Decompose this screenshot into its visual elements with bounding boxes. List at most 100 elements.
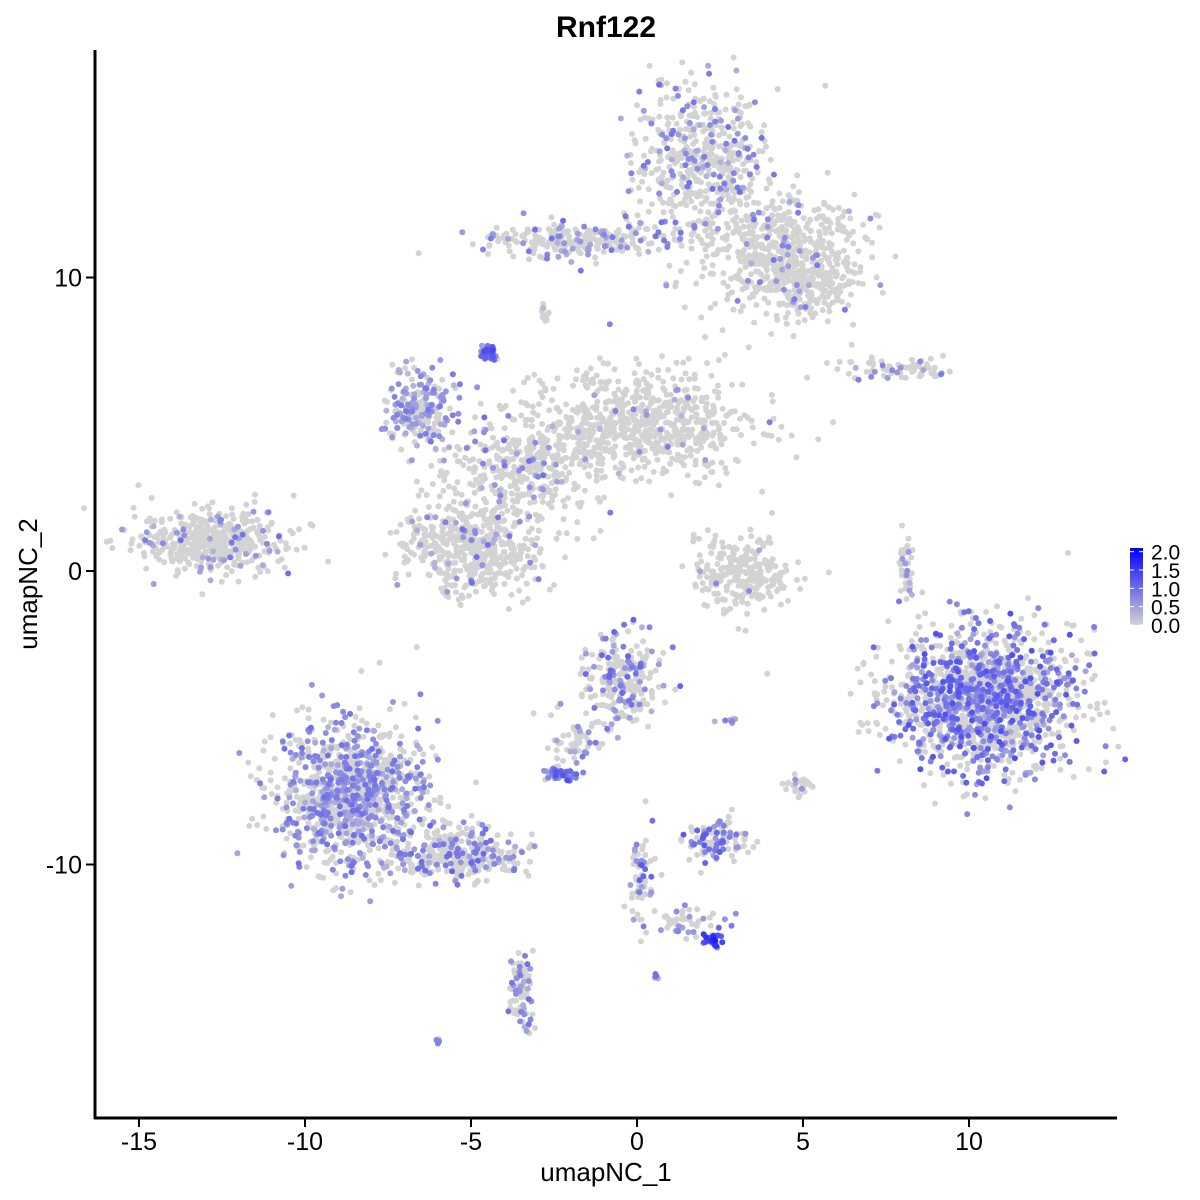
data-point	[281, 775, 288, 782]
data-point	[1110, 725, 1117, 732]
data-point	[594, 388, 601, 395]
data-point	[906, 694, 913, 701]
data-point	[657, 195, 664, 202]
data-point	[874, 721, 881, 727]
data-point	[741, 568, 748, 575]
data-point	[627, 446, 634, 453]
data-point	[548, 214, 555, 221]
data-point	[1059, 742, 1066, 749]
data-point	[637, 422, 644, 429]
data-point	[461, 557, 468, 564]
data-point	[709, 420, 716, 427]
data-point	[751, 319, 758, 326]
data-point	[667, 196, 674, 203]
data-point	[454, 458, 461, 465]
data-point	[151, 534, 158, 540]
data-point	[803, 224, 810, 231]
data-point	[658, 76, 665, 83]
data-point	[199, 591, 206, 598]
data-point	[756, 536, 763, 543]
data-point	[570, 450, 577, 457]
data-point	[401, 553, 408, 560]
data-point	[721, 596, 728, 603]
data-point	[450, 506, 457, 513]
data-point	[815, 436, 822, 443]
data-point	[81, 505, 87, 512]
data-point	[103, 538, 110, 545]
data-point	[235, 578, 242, 585]
data-point	[710, 443, 717, 450]
data-point	[1045, 639, 1052, 646]
data-point	[712, 532, 719, 539]
data-point	[701, 110, 707, 117]
data-point	[720, 606, 727, 613]
data-point	[598, 467, 605, 474]
data-point	[696, 480, 703, 487]
data-point	[199, 505, 206, 512]
data-point	[994, 603, 1000, 610]
data-point	[729, 157, 736, 164]
data-point	[692, 138, 699, 145]
data-point	[633, 244, 640, 251]
data-point	[718, 459, 725, 466]
data-point	[561, 503, 568, 510]
data-point	[712, 300, 719, 307]
data-point	[501, 581, 508, 587]
data-point	[409, 356, 415, 363]
data-point	[710, 228, 717, 235]
data-point	[460, 462, 467, 468]
data-point	[618, 423, 625, 430]
data-point	[844, 260, 851, 266]
data-point	[296, 526, 302, 533]
data-point	[711, 537, 718, 544]
data-point	[919, 589, 926, 596]
data-point	[821, 299, 828, 306]
data-point	[154, 551, 161, 558]
data-point	[932, 800, 938, 807]
data-point	[873, 274, 880, 281]
data-point	[683, 386, 690, 393]
data-point	[605, 378, 612, 385]
data-point	[885, 618, 892, 625]
data-point	[696, 552, 703, 559]
data-point	[195, 539, 202, 546]
data-point	[462, 562, 469, 569]
data-point	[512, 231, 519, 237]
data-point	[735, 249, 741, 255]
data-point	[777, 216, 784, 223]
data-point	[628, 130, 635, 137]
data-point	[1038, 765, 1045, 772]
data-point	[761, 122, 768, 129]
data-point	[698, 314, 705, 321]
data-point	[682, 454, 688, 460]
data-point	[665, 434, 672, 441]
data-point	[173, 551, 180, 558]
data-point	[693, 413, 700, 420]
data-point	[287, 765, 294, 772]
data-point	[779, 198, 786, 205]
data-point	[486, 515, 493, 522]
data-point	[730, 119, 737, 126]
data-point	[593, 472, 600, 479]
data-point	[674, 438, 680, 445]
data-point	[228, 505, 235, 512]
data-point	[465, 592, 472, 599]
data-point	[600, 248, 607, 255]
data-point	[857, 719, 864, 726]
data-point	[857, 679, 864, 686]
data-point	[356, 705, 363, 712]
data-point	[469, 241, 476, 248]
data-point	[848, 291, 854, 298]
data-point	[528, 416, 535, 423]
data-point	[752, 244, 759, 251]
data-point	[393, 570, 399, 577]
data-point	[947, 634, 954, 641]
data-point	[449, 429, 456, 436]
data-point	[631, 137, 638, 144]
data-point	[589, 422, 596, 429]
data-point	[944, 761, 951, 768]
data-point	[494, 439, 501, 446]
data-point	[635, 382, 642, 389]
data-point	[569, 406, 576, 413]
data-point	[775, 212, 782, 219]
